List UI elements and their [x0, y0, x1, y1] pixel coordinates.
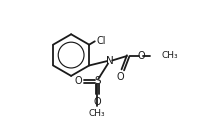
- Text: CH₃: CH₃: [161, 51, 178, 60]
- Text: O: O: [93, 97, 101, 107]
- Text: Cl: Cl: [96, 36, 106, 46]
- Text: O: O: [74, 76, 82, 86]
- Text: S: S: [94, 76, 101, 86]
- Text: O: O: [116, 72, 124, 82]
- Text: O: O: [137, 51, 145, 61]
- Text: CH₃: CH₃: [89, 109, 106, 119]
- Text: N: N: [105, 56, 113, 66]
